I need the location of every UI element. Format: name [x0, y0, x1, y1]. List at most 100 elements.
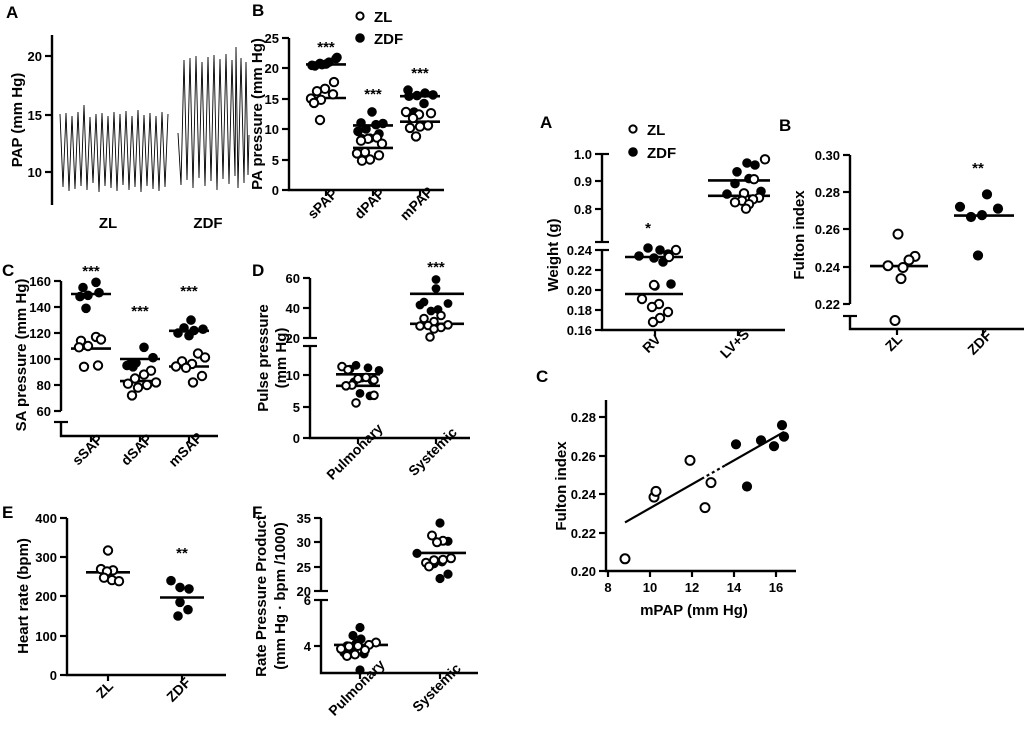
panel-a-label: A	[6, 3, 19, 22]
right-panel-a-stars-rv: *	[645, 220, 651, 237]
panel-f-axes: 35 30 25 20 6 4	[297, 511, 478, 679]
panel-d-ytick-20: 20	[286, 331, 300, 346]
panel-f-axis-lower	[319, 600, 478, 675]
panel-b-group-dpap: ***	[351, 86, 393, 166]
panel-c-plot: 160 140 120 100 80 60 SA pressure (mm Hg…	[13, 263, 218, 470]
panel-b-stars-dpap: ***	[364, 86, 382, 103]
right-panel-b-group-zl	[870, 228, 928, 326]
panel-b-legend: ZL ZDF	[355, 9, 403, 48]
panel-c-group-dsap: ***	[120, 303, 162, 401]
right-panel-b-ytick-0-28: 0.28	[815, 185, 840, 200]
panel-d-group-pulmonary	[336, 360, 384, 408]
panel-a-trace-zl	[59, 104, 169, 193]
panel-c-ytick-140: 140	[29, 300, 51, 315]
panel-b-ytick-0: 0	[272, 183, 279, 198]
panel-e-ytick-400: 400	[35, 511, 57, 526]
panel-f-plot: 35 30 25 20 6 4 Rate Pressure Product (m…	[253, 511, 478, 719]
panel-a-ylabel: PAP (mm Hg)	[9, 73, 26, 167]
panel-f-label: F	[252, 503, 263, 522]
right-panel-a: A ZL ZDF 1.0 0.9 0.8 0.24 0.22 0.20 0	[520, 105, 790, 390]
panel-d-label: D	[252, 261, 265, 280]
panel-c-axes: 160 140 120 100 80 60	[29, 274, 218, 442]
right-panel-c-xtick-8: 8	[604, 580, 611, 595]
right-panel-a-ytick-0-16: 0.16	[567, 323, 592, 338]
panel-c-stars-msap: ***	[180, 283, 198, 300]
panel-d-ytick-40: 40	[286, 301, 300, 316]
panel-e-ytick-100: 100	[35, 629, 57, 644]
panel-d-plot: 60 40 20 10 5 0 Pulse pressure (mm Hg)	[255, 259, 470, 483]
panel-b-ytick-10: 10	[265, 122, 279, 137]
panel-b-label: B	[252, 1, 265, 20]
panel-b-axes: 25 20 15 10 5 0	[265, 31, 444, 198]
panel-e-ytick-200: 200	[35, 589, 57, 604]
panel-e-group-zl	[86, 545, 130, 587]
panel-b-stars-spap: ***	[317, 39, 335, 56]
right-panel-c-plot: 0.28 0.26 0.24 0.22 0.20 8 10 12 14 16 F…	[553, 400, 796, 619]
panel-b-ylabel: PA pressure (mm Hg)	[249, 38, 266, 190]
panel-b-ytick-20: 20	[265, 61, 279, 76]
right-panel-a-ytick-1-0: 1.0	[574, 147, 592, 162]
panel-b: B ZL ZDF 25 20 15 10 5 0 PA pressure (mm	[248, 0, 498, 250]
panel-d-axes: 60 40 20 10 5 0	[286, 271, 470, 446]
right-panel-a-plot: ZL ZDF 1.0 0.9 0.8 0.24 0.22 0.20 0.18 0…	[545, 122, 785, 361]
right-panel-a-ylabel: Weight (g)	[545, 218, 562, 291]
right-panel-c-label: C	[536, 367, 549, 386]
right-panel-c-regression-dash	[703, 464, 726, 479]
right-panel-b-plot: 0.30 0.28 0.26 0.24 0.22 Fulton index **…	[791, 148, 1024, 358]
right-panel-a-ytick-0-18: 0.18	[567, 303, 592, 318]
right-panel-c-ytick-0-26: 0.26	[571, 449, 596, 464]
right-panel-c-ylabel: Fulton index	[553, 441, 570, 531]
panel-e: E 400 300 200 100 0 Heart rate (bpm) **	[0, 496, 250, 732]
panel-e-xtick-zdf: ZDF	[163, 674, 194, 705]
panel-a-ytick-10: 10	[28, 165, 42, 180]
right-panel-b-ytick-0-24: 0.24	[815, 260, 841, 275]
panel-f-ylabel-line1: Rate Pressure Product	[253, 515, 270, 677]
panel-c-group-ssap: ***	[71, 263, 111, 373]
panel-f-ytick-30: 30	[297, 535, 311, 550]
panel-d-stars-systemic: ***	[427, 259, 445, 276]
panel-c-ytick-120: 120	[29, 326, 51, 341]
right-panel-b-axis-break	[848, 316, 1024, 331]
panel-b-group-mpap: ***	[400, 65, 440, 142]
legend-label-zdf: ZDF	[374, 31, 403, 48]
panel-d-ytick-10: 10	[286, 368, 300, 383]
panel-f-ytick-6: 6	[304, 593, 311, 608]
panel-c-ytick-60: 60	[37, 404, 51, 419]
right-panel-c-axes: 0.28 0.26 0.24 0.22 0.20 8 10 12 14 16	[571, 400, 796, 595]
panel-f-group-pulmonary	[334, 622, 388, 675]
panel-a-group-zl: ZL	[99, 215, 117, 232]
panel-d-ytick-5: 5	[293, 400, 300, 415]
panel-a: A 20 15 10 PAP (mm Hg) ZL ZDF	[0, 0, 250, 240]
panel-b-stars-mpap: ***	[411, 65, 429, 82]
panel-f-xtick-systemic: Systemic	[409, 660, 464, 715]
panel-a-group-zdf: ZDF	[193, 215, 222, 232]
panel-c-axis-break	[59, 422, 218, 438]
panel-e-label: E	[2, 503, 14, 522]
right-panel-a-ytick-0-8: 0.8	[574, 202, 592, 217]
right-panel-b-ytick-0-30: 0.30	[815, 148, 840, 163]
right-panel-b-label: B	[779, 116, 792, 135]
panel-a-plot: 20 15 10 PAP (mm Hg) ZL ZDF	[9, 35, 250, 232]
panel-e-axes: 400 300 200 100 0	[35, 511, 226, 683]
panel-a-ytick-20: 20	[28, 49, 42, 64]
panel-c: C 160 140 120 100 80 60 SA pressure (mm …	[0, 250, 250, 500]
right-panel-a-ytick-0-20: 0.20	[567, 283, 592, 298]
panel-f-group-systemic	[412, 518, 466, 584]
legend-marker-zl	[355, 11, 365, 21]
panel-c-stars-dsap: ***	[131, 303, 149, 320]
panel-a-yaxis: 20 15 10	[28, 35, 54, 205]
panel-d-ylabel-line2: (mm Hg)	[273, 328, 290, 389]
panel-d-group-systemic: ***	[410, 259, 464, 342]
panel-b-plot: ZL ZDF 25 20 15 10 5 0 PA pressure (mm H…	[249, 9, 444, 223]
right-panel-c-ytick-0-20: 0.20	[571, 564, 596, 579]
panel-c-ylabel: SA pressure (mm Hg)	[13, 279, 30, 432]
right-panel-a-xtick-rv: RV	[639, 331, 664, 356]
right-panel-a-axes: 1.0 0.9 0.8 0.24 0.22 0.20 0.18 0.16	[567, 147, 785, 338]
panel-e-plot: 400 300 200 100 0 Heart rate (bpm) ** ZL…	[15, 511, 226, 705]
right-panel-a-group-rv: *	[625, 220, 683, 328]
legend-marker-zdf	[355, 33, 365, 43]
right-panel-a-group-lvs	[708, 154, 771, 214]
legend-marker-zdf	[628, 147, 638, 157]
right-panel-b-ytick-0-26: 0.26	[815, 222, 840, 237]
right-panel-a-ytick-0-24: 0.24	[567, 243, 593, 258]
